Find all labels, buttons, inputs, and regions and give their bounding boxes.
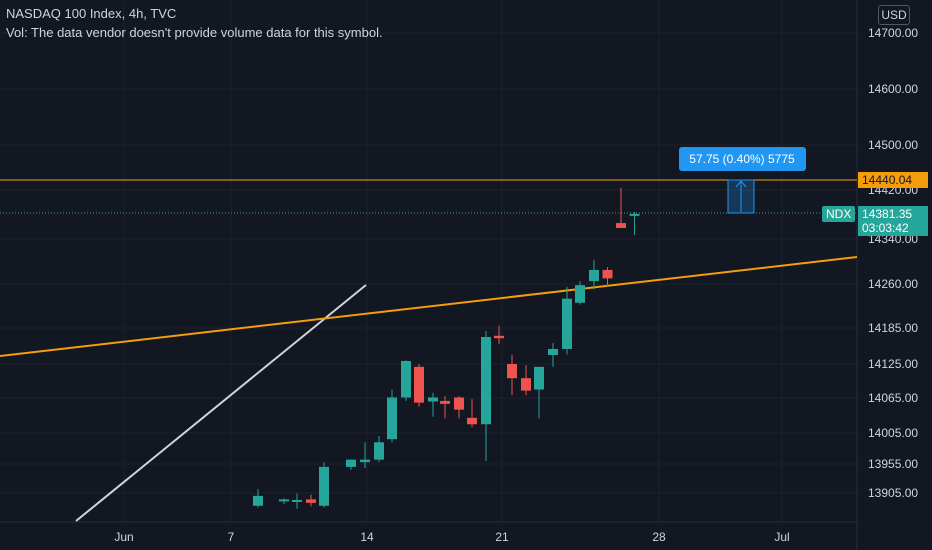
candle-body	[629, 213, 640, 216]
time-tick-label: Jul	[774, 530, 790, 544]
price-tick-label: 13905.00	[868, 486, 919, 500]
candle-body	[575, 285, 585, 303]
candle[interactable]	[401, 360, 411, 401]
candle[interactable]	[575, 281, 585, 305]
candle-body	[589, 269, 599, 282]
candle-body	[548, 349, 558, 355]
candle[interactable]	[414, 364, 424, 407]
candle-body	[319, 466, 329, 506]
price-tick-label: 13955.00	[868, 457, 919, 471]
time-tick-label: 28	[652, 530, 666, 544]
bar-countdown: 03:03:42	[858, 221, 928, 236]
candle[interactable]	[454, 396, 464, 419]
candle[interactable]	[346, 459, 356, 470]
candle-body	[507, 364, 517, 379]
candle[interactable]	[494, 325, 504, 345]
price-tick-label: 14700.00	[868, 26, 919, 40]
alert-price-tag: 14440.04	[858, 172, 928, 188]
candle-body	[521, 378, 531, 391]
price-tick-label: 14500.00	[868, 138, 919, 152]
candle-body	[481, 337, 491, 425]
last-price-tag: 14381.35	[858, 206, 928, 222]
currency-button[interactable]: USD	[878, 5, 910, 25]
candle-body	[346, 459, 356, 467]
candle[interactable]	[428, 392, 438, 417]
candle[interactable]	[319, 462, 329, 508]
candle-body	[387, 397, 397, 440]
candle-body	[494, 335, 504, 339]
candle[interactable]	[387, 389, 397, 443]
candle[interactable]	[279, 498, 289, 505]
candle-body	[401, 361, 411, 398]
candle[interactable]	[629, 212, 640, 235]
price-tick-label: 14065.00	[868, 391, 919, 405]
candle[interactable]	[374, 436, 384, 463]
candle-body	[428, 397, 438, 402]
candle[interactable]	[562, 286, 572, 355]
time-tick-label: Jun	[114, 530, 134, 544]
price-tick-label: 14260.00	[868, 277, 919, 291]
measure-arrowhead	[735, 180, 747, 188]
candle-body	[562, 298, 572, 349]
candle-body	[253, 495, 263, 506]
candle[interactable]	[521, 365, 531, 396]
measure-label: 57.75 (0.40%) 5775	[689, 152, 795, 166]
candle-body	[454, 397, 464, 410]
time-tick-label: 21	[495, 530, 509, 544]
time-tick-label: 7	[227, 530, 235, 544]
candle-body	[534, 366, 544, 390]
candle-body	[360, 459, 370, 463]
candle[interactable]	[306, 494, 316, 507]
candle[interactable]	[548, 343, 558, 367]
price-tick-label: 14125.00	[868, 357, 919, 371]
price-tick-label: 14005.00	[868, 426, 919, 440]
candle[interactable]	[589, 259, 599, 290]
candle[interactable]	[616, 187, 626, 228]
time-tick-label: 14	[360, 530, 374, 544]
candle-body	[279, 499, 289, 502]
candle-body	[292, 499, 302, 502]
candle-body	[616, 223, 626, 228]
measure-label-bg	[679, 147, 806, 171]
candle[interactable]	[507, 355, 517, 396]
candle-body	[414, 366, 424, 403]
candle[interactable]	[292, 493, 302, 509]
candle-body	[467, 417, 477, 425]
volume-note: Vol: The data vendor doesn't provide vol…	[6, 25, 383, 40]
candle-body	[440, 400, 450, 404]
chart-title: NASDAQ 100 Index, 4h, TVC	[6, 6, 177, 21]
candle[interactable]	[360, 442, 370, 469]
price-tick-label: 14600.00	[868, 82, 919, 96]
candle[interactable]	[481, 331, 491, 461]
price-tick-label: 14185.00	[868, 321, 919, 335]
candle[interactable]	[534, 366, 544, 419]
diagonal-trend-line[interactable]	[75, 284, 367, 522]
candle[interactable]	[440, 396, 450, 419]
candle[interactable]	[602, 267, 613, 287]
candle-body	[602, 269, 613, 279]
ticker-tag: NDX	[822, 206, 856, 222]
candle[interactable]	[253, 488, 263, 508]
rising-trend-line[interactable]	[0, 256, 858, 357]
candle-body	[306, 499, 316, 503]
candle-body	[374, 442, 384, 460]
candle[interactable]	[467, 399, 477, 428]
